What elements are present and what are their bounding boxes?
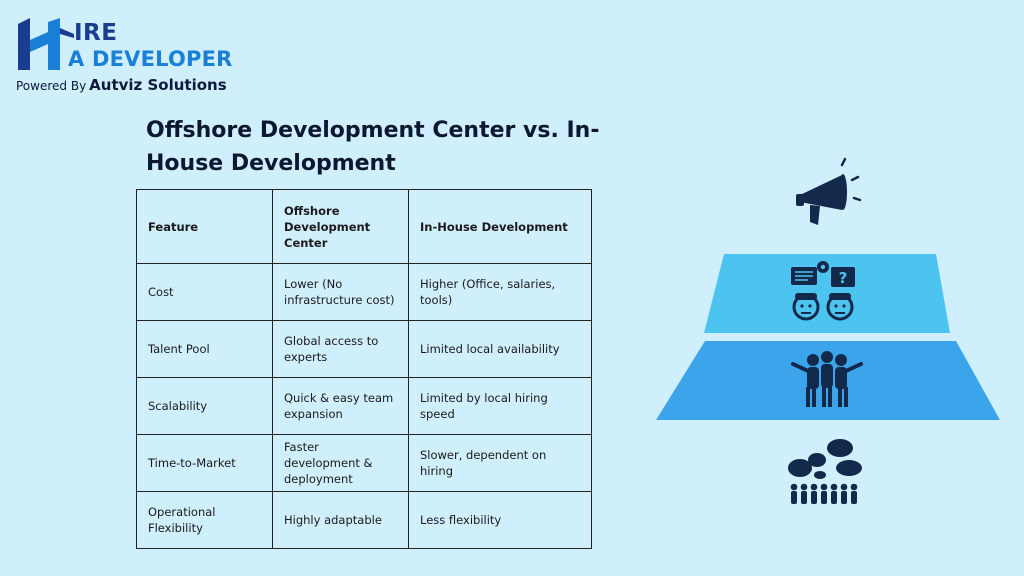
cell-inhouse: Higher (Office, salaries, tools) bbox=[408, 263, 592, 321]
cell-offshore: Lower (No infrastructure cost) bbox=[272, 263, 409, 321]
page-title: Offshore Development Center vs. In-House… bbox=[146, 118, 600, 176]
cell-feature: Time-to-Market bbox=[136, 434, 273, 492]
powered-by-label: Powered By bbox=[16, 79, 87, 93]
table-header-row: Feature Offshore Development Center In-H… bbox=[136, 189, 592, 264]
group-hug-icon bbox=[791, 351, 863, 407]
cell-offshore: Highly adaptable bbox=[272, 491, 409, 549]
logo-text-ire: IRE bbox=[74, 20, 118, 46]
logo-h-icon bbox=[18, 18, 74, 70]
cell-inhouse: Slower, dependent on hiring bbox=[408, 434, 592, 492]
cell-inhouse: Less flexibility bbox=[408, 491, 592, 549]
cell-feature: Cost bbox=[136, 263, 273, 321]
team-discussion-icon: ? bbox=[791, 261, 855, 321]
comparison-table: Feature Offshore Development Center In-H… bbox=[136, 189, 592, 549]
cell-feature: Operational Flexibility bbox=[136, 491, 273, 549]
brand-name: Autviz Solutions bbox=[89, 76, 227, 94]
table-row: Scalability Quick & easy team expansion … bbox=[136, 377, 592, 435]
table-row: Time-to-Market Faster development & depl… bbox=[136, 434, 592, 492]
table-row: Operational Flexibility Highly adaptable… bbox=[136, 491, 592, 549]
pyramid-top-tier bbox=[704, 254, 950, 333]
logo-text-developer: A DEVELOPER bbox=[68, 47, 233, 71]
table-row: Talent Pool Global access to experts Lim… bbox=[136, 320, 592, 378]
logo-tagline: Powered By Autviz Solutions bbox=[16, 76, 227, 94]
cell-offshore: Quick & easy team expansion bbox=[272, 377, 409, 435]
cell-offshore: Faster development & deployment bbox=[272, 434, 409, 492]
cell-inhouse: Limited local availability bbox=[408, 320, 592, 378]
table-row: Cost Lower (No infrastructure cost) High… bbox=[136, 263, 592, 321]
megaphone-icon bbox=[796, 157, 862, 225]
header-inhouse: In-House Development bbox=[408, 189, 592, 264]
svg-text:?: ? bbox=[839, 269, 848, 287]
cell-inhouse: Limited by local hiring speed bbox=[408, 377, 592, 435]
cell-offshore: Global access to experts bbox=[272, 320, 409, 378]
pyramid-graphic: ? bbox=[656, 157, 1000, 504]
crowd-speech-icon bbox=[788, 439, 862, 504]
cell-feature: Scalability bbox=[136, 377, 273, 435]
cell-feature: Talent Pool bbox=[136, 320, 273, 378]
header-offshore: Offshore Development Center bbox=[272, 189, 409, 264]
company-logo: IRE A DEVELOPER Powered By Autviz Solutio… bbox=[16, 18, 232, 94]
header-feature: Feature bbox=[136, 189, 273, 264]
